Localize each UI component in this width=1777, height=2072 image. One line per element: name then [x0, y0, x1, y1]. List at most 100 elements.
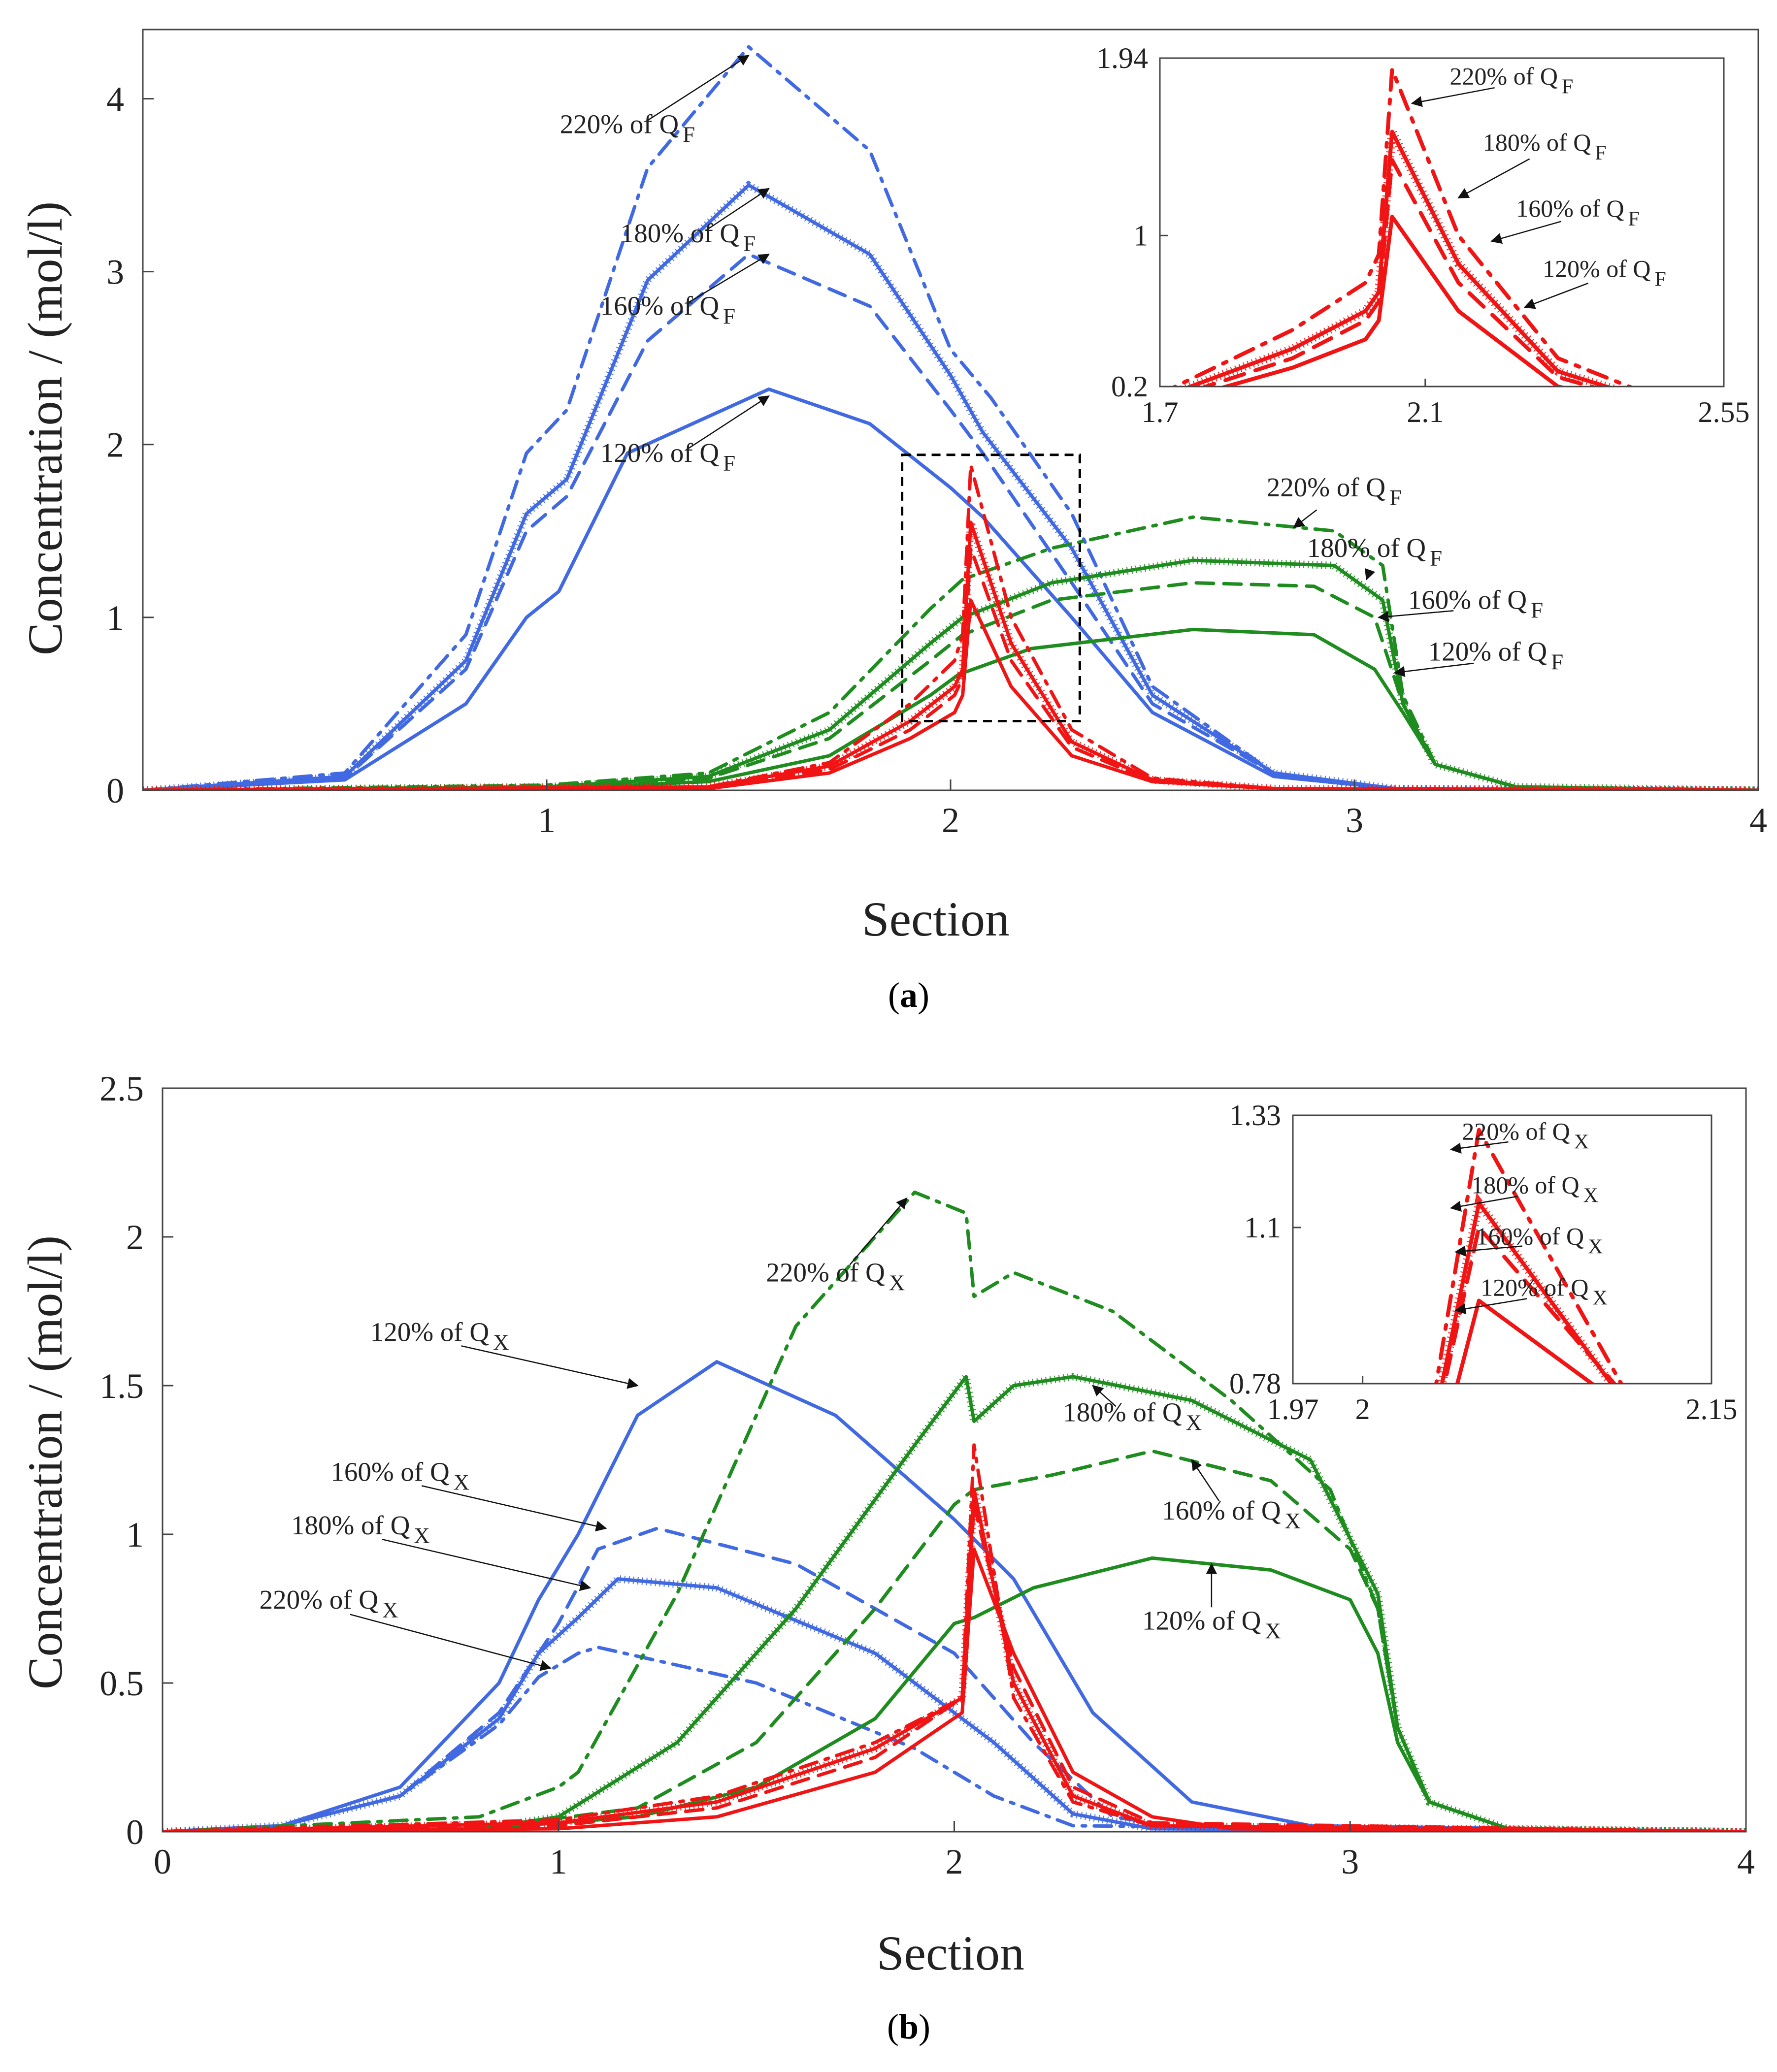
panel-a-inset-ytick-label: 1	[1133, 219, 1148, 252]
panel-a-inset-annotation-arrow	[1490, 221, 1562, 244]
panel-a-series-blue-star	[143, 183, 1758, 790]
panel-b-annotation-arrow	[382, 1538, 592, 1591]
panel-b-annotation-sub: X	[1186, 1410, 1202, 1435]
panel-a-label: (a)	[888, 975, 929, 1015]
panel-a-letter: a	[900, 975, 918, 1015]
panel-a-ylabel: Concentration / (mol/l)	[18, 201, 72, 655]
panel-b-xtick-label: 3	[1341, 1842, 1359, 1881]
panel-b-annotation-arrow	[461, 1345, 639, 1389]
panel-a-annotation-arrow	[686, 254, 770, 304]
panel-a-annotation-arrow	[1377, 610, 1454, 622]
panel-a-inset-series-red-dashdot	[1171, 67, 1635, 387]
panel-b-series-green-dash	[163, 1449, 1746, 1832]
panel-b-annotation-arrow	[421, 1485, 607, 1532]
panel-b-series-red-solid	[163, 1547, 1746, 1832]
panel-a-xtick-label: 3	[1346, 801, 1363, 840]
panel-a-inset-xtick-label: 2.55	[1698, 396, 1750, 428]
panel-a-annotation-main: 180% of Q	[1307, 533, 1426, 563]
panel-b-inset-annotation-arrow	[1454, 1245, 1522, 1257]
panel-a-annotation-main: 220% of Q	[560, 109, 679, 139]
panel-b-inset-series-red-dashdot	[1434, 1128, 1624, 1384]
panel-b-inset-annotation-main: 180% of Q	[1471, 1171, 1579, 1199]
panel-b-inset-ytick-label: 1.33	[1229, 1099, 1281, 1132]
panel-b-annotation-main: 220% of Q	[766, 1258, 885, 1288]
panel-b: 0 1 2 3 4 0 0.5 1 1.5 2 2.5 1.97 2 2.15 0.78 1.1 1.33 22…	[18, 1069, 1755, 2046]
panel-b-series-red-star	[163, 1488, 1746, 1832]
panel-b-xtick-label: 2	[946, 1842, 963, 1881]
panel-b-ytick-label: 0	[126, 1813, 144, 1852]
panel-b-inset-series-red-solid	[1455, 1298, 1595, 1384]
panel-a-inset-annotation-sub: F	[1595, 142, 1606, 164]
panel-a-inset-annotation-arrow	[1411, 87, 1495, 107]
panel-b-series-green-dashdot	[163, 1190, 1746, 1832]
panel-b-annotation-sub: X	[454, 1470, 470, 1494]
panel-a-annotation-sub: F	[1389, 486, 1402, 510]
panel-a-inset-annotation-sub: F	[1562, 76, 1573, 98]
panel-a-inset-ytick-label: 1.94	[1096, 42, 1148, 74]
panel-a-annotation-sub: F	[1531, 598, 1543, 622]
panel-b-annotation-arrow	[350, 1614, 552, 1671]
panel-b-ytick-label: 1	[126, 1515, 144, 1554]
panel-b-ytick-label: 1.5	[99, 1366, 144, 1406]
panel-a-annotation-arrow	[1393, 662, 1474, 677]
panel-a-annotation-sub: F	[723, 451, 735, 476]
panel-a-inset-annotation-main: 220% of Q	[1450, 63, 1558, 90]
panel-b-inset-ytick-label: 1.1	[1244, 1211, 1281, 1244]
panel-a-annotation-arrow	[1293, 509, 1317, 528]
panel-a-annotation-arrow	[706, 188, 770, 231]
panel-b-inset-xtick-label: 2	[1355, 1393, 1370, 1425]
panel-a-series-blue-dash	[143, 253, 1758, 790]
panel-a-inset-annotation-sub: F	[1628, 208, 1640, 230]
panel-a-ytick-label: 0	[106, 771, 124, 810]
panel-b-inset-series-red-star	[1440, 1201, 1614, 1384]
panel-b-annotation-arrow	[849, 1197, 908, 1265]
panel-a-series-green-dashdot	[143, 515, 1758, 790]
panel-b-inset-annotation-sub: X	[1588, 1236, 1603, 1259]
panel-a-series-blue-solid	[143, 387, 1758, 790]
panel-a-inset-xtick-label: 2.1	[1407, 396, 1444, 428]
panel-b-series-green-star	[163, 1375, 1746, 1832]
panel-b-series-green-markers	[163, 1367, 1746, 1832]
panel-a-annotation-main: 220% of Q	[1267, 472, 1385, 502]
panel-b-annotation-main: 160% of Q	[330, 1457, 449, 1487]
panel-b-annotation-sub: X	[1265, 1619, 1281, 1643]
panel-b-inset-annotation-sub: X	[1593, 1287, 1608, 1310]
panel-b-series-red-dash	[163, 1503, 1746, 1832]
panel-b-annotation-sub: X	[493, 1330, 509, 1355]
panel-a-inset-annotation-main: 180% of Q	[1483, 129, 1591, 156]
panel-b-xtick-label: 4	[1737, 1842, 1755, 1881]
panel-a-inset-frame	[1159, 57, 1725, 388]
panel-a-inset-series-red-star	[1185, 130, 1613, 387]
panel-a-inset-annotation-sub: F	[1655, 268, 1666, 291]
panel-b-series-blue-markers	[163, 1575, 1746, 1832]
panel-b-ytick-label: 2.5	[99, 1069, 144, 1108]
panel-b-inset-frame	[1292, 1114, 1712, 1385]
panel-a-ytick-label: 2	[106, 425, 124, 465]
panel-b-series-blue-solid	[163, 1360, 1746, 1832]
panel-b-annotation-main: 220% of Q	[260, 1585, 378, 1615]
panel-a-xlabel: Section	[862, 892, 1010, 946]
panel-a-inset-annotation-arrow	[1457, 158, 1530, 198]
panel-a-axes: 1 2 3 4 0 1 2 3 4	[106, 29, 1767, 840]
panel-a-inset-annotation-arrow	[1523, 282, 1589, 309]
panel-b-letter: b	[899, 2007, 919, 2046]
panel-b-annotation-main: 180% of Q	[291, 1510, 410, 1540]
